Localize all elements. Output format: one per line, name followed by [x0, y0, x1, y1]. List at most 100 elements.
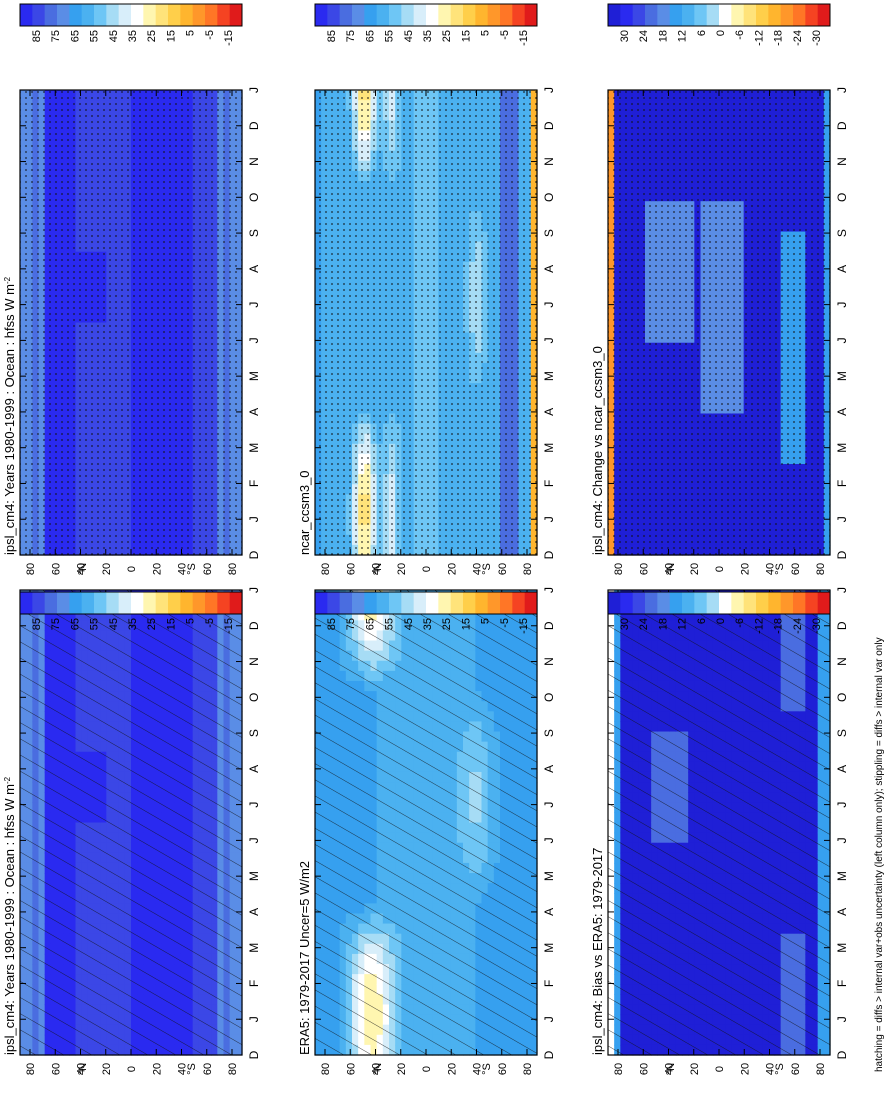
colorbar-swatch [217, 592, 231, 614]
hatching-overlay [20, 590, 242, 1055]
lat-tick-label: 80 [25, 563, 37, 575]
month-tick-label: M [247, 871, 261, 881]
month-tick-label: J [247, 337, 261, 343]
lat-tick-label: 40 [76, 563, 88, 575]
lat-tick-label: 0 [126, 1066, 138, 1072]
month-tick-label: D [247, 550, 261, 559]
lat-unit-south: °S [186, 1063, 198, 1075]
colorbar-tick-label: 5 [185, 618, 197, 624]
lat-tick-label: 60 [202, 563, 214, 575]
colorbar-swatch [94, 592, 107, 614]
month-tick-label: D [247, 621, 261, 630]
month-tick-label: A [247, 265, 261, 273]
lat-tick-label: 40 [177, 563, 189, 575]
colorbar-tick-label: 35 [127, 30, 139, 42]
colorbar-frame [19, 3, 243, 27]
lat-tick-label: 40 [76, 1063, 88, 1075]
colorbar-swatch [106, 592, 120, 614]
colorbar-tick-label: -5 [204, 30, 216, 40]
month-tick-label: O [247, 193, 261, 202]
colorbar-swatch [180, 4, 194, 26]
colorbar-swatch [229, 4, 243, 26]
colorbar-swatch [205, 4, 218, 26]
colorbar-swatch [81, 592, 95, 614]
colorbar-swatch [57, 592, 70, 614]
month-tick-label: D [247, 1050, 261, 1059]
month-tick-label: J [247, 837, 261, 843]
colorbar-swatch [155, 592, 169, 614]
lat-tick-label: 40 [177, 1063, 189, 1075]
lat-unit-north: °N [77, 1063, 89, 1075]
colorbar-tick-label: 65 [69, 30, 81, 42]
month-tick-label: M [247, 371, 261, 381]
month-tick-label: J [247, 1016, 261, 1022]
colorbar-tick-label: 15 [165, 30, 177, 42]
panel-p2: 80 60 40 20 0 20 40 60 80°N °SDJFMAMJJASONDJipsl_… [2, 3, 261, 575]
panel-title: ipsl_cm4: Years 1980-1999 : Ocean : hfss… [2, 276, 17, 555]
month-tick-label: S [247, 729, 261, 737]
colorbar-swatch [192, 4, 206, 26]
colorbar-tick-label: 85 [31, 30, 43, 42]
colorbar-swatch [32, 4, 46, 26]
lat-tick-label: 0 [126, 566, 138, 572]
colorbar-swatch [143, 592, 157, 614]
colorbar-swatch [94, 4, 107, 26]
panel-p1: 80 60 40 20 0 20 40 60 80°N °SDJFMAMJJASONDJipsl_… [2, 587, 261, 1075]
lat-tick-label: 20 [151, 1063, 163, 1075]
colorbar-swatch [69, 4, 83, 26]
lat-tick-label: 80 [227, 1063, 239, 1075]
colorbar-swatch [44, 592, 58, 614]
month-tick-label: S [247, 229, 261, 237]
month-tick-label: M [247, 443, 261, 453]
colorbar-tick-label: 45 [108, 618, 120, 630]
month-tick-label: A [247, 765, 261, 773]
lat-tick-label: 60 [50, 563, 62, 575]
colorbar-tick-label: 15 [165, 618, 177, 630]
colorbar-swatch [118, 4, 132, 26]
colorbar-swatch [106, 4, 120, 26]
lat-tick-label: 80 [25, 1063, 37, 1075]
colorbar-tick-label: 5 [185, 30, 197, 36]
month-tick-label: A [247, 408, 261, 416]
colorbar-swatch [143, 4, 157, 26]
colorbar-swatch [192, 592, 206, 614]
lat-tick-label: 20 [151, 563, 163, 575]
panel-p3: 80 60 40 20 0 20 40 60 80°N °SDJFMAMJJASONDJERA5:… [297, 587, 556, 1075]
month-tick-label: J [247, 87, 261, 93]
lat-tick-label: 80 [227, 563, 239, 575]
month-tick-label: J [247, 302, 261, 308]
colorbar-swatch [168, 592, 181, 614]
colorbar-tick-label: -15 [223, 618, 235, 634]
colorbar-tick-label: 65 [69, 618, 81, 630]
colorbar-swatch [229, 592, 243, 614]
lat-tick-label: 20 [101, 563, 113, 575]
colorbar-swatch [32, 592, 46, 614]
month-tick-label: F [247, 480, 261, 487]
colorbar-swatch [205, 592, 218, 614]
colorbar-swatch [81, 4, 95, 26]
colorbar-swatch [44, 4, 58, 26]
panel-title: ipsl_cm4: Years 1980-1999 : Ocean : hfss… [2, 776, 17, 1055]
month-tick-label: N [247, 157, 261, 166]
month-tick-label: D [247, 121, 261, 130]
colorbar-tick-label: 55 [89, 30, 101, 42]
colorbar-swatch [168, 4, 181, 26]
colorbar-swatch [131, 4, 144, 26]
colorbar-swatch [155, 4, 169, 26]
colorbar-tick-label: 25 [146, 618, 158, 630]
colorbar-swatch [57, 4, 70, 26]
month-tick-label: J [247, 587, 261, 593]
lat-tick-label: 60 [50, 1063, 62, 1075]
colorbar-swatch [20, 592, 33, 614]
colorbar-frame [19, 591, 243, 615]
month-tick-label: J [247, 802, 261, 808]
lat-unit-south: °S [186, 563, 198, 575]
month-tick-label: O [247, 693, 261, 702]
colorbar-swatch [180, 592, 194, 614]
colorbar-tick-label: 75 [50, 30, 62, 42]
colorbar-swatch [118, 592, 132, 614]
title-superscript: -2 [3, 776, 12, 784]
colorbar-swatch [69, 592, 83, 614]
